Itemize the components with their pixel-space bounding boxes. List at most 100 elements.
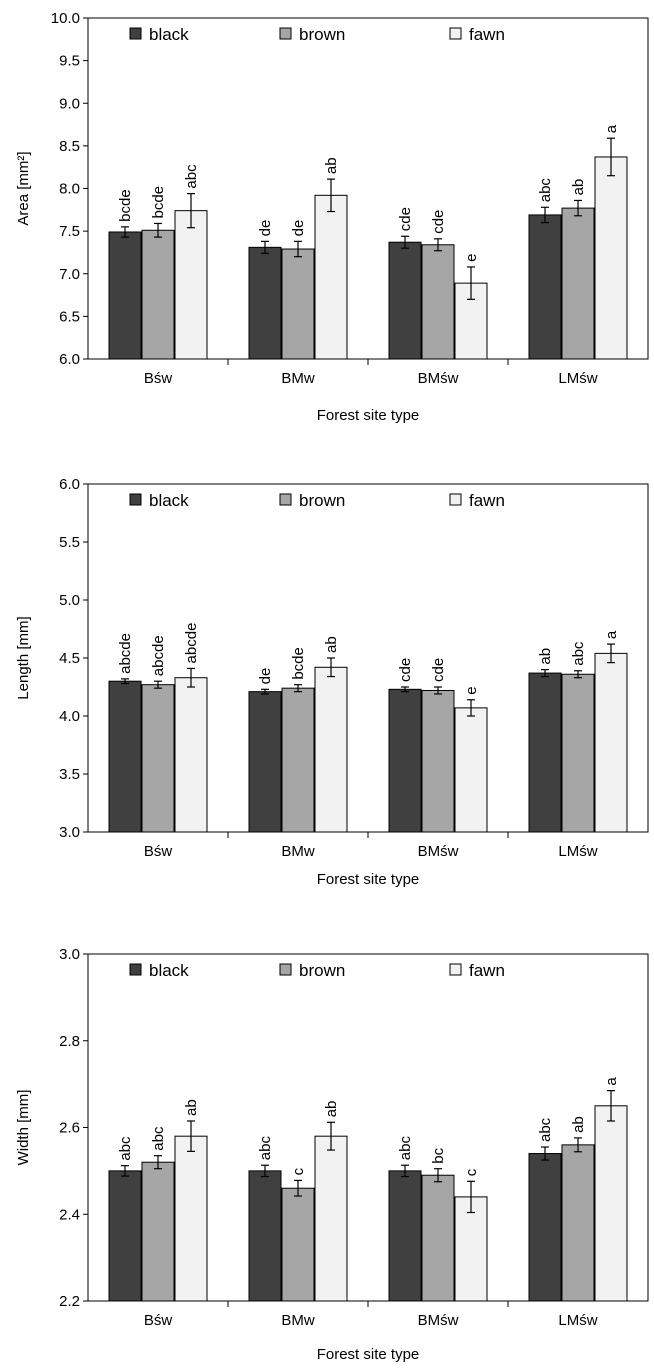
bar-black: [248, 246, 282, 360]
significance-label: abc: [117, 1136, 134, 1161]
legend-swatch-fawn: [449, 27, 462, 40]
bar-black: [528, 1153, 562, 1302]
significance-label: abcde: [150, 635, 167, 676]
legend-label-brown: brown: [299, 961, 345, 980]
bar-fawn: [174, 1135, 208, 1302]
x-tick-label: BMw: [281, 843, 315, 860]
bar-brown: [561, 207, 595, 360]
legend-label-brown: brown: [299, 25, 345, 44]
legend-label-fawn: fawn: [469, 491, 505, 510]
legend-swatch-black: [129, 963, 142, 976]
significance-label: abcde: [183, 623, 200, 664]
bar-fawn: [314, 1135, 348, 1302]
significance-label: abcde: [117, 633, 134, 674]
significance-label: abc: [257, 1136, 274, 1161]
significance-label: abc: [537, 178, 554, 203]
significance-label: abc: [397, 1136, 414, 1161]
chart-panel-1: 6.0 6.5 7.0 7.5 8.0 8.5 9.0 9.5 10.0 Area [mm²] Bś…: [15, 10, 649, 424]
bar-fawn: [594, 1105, 628, 1302]
bar-brown: [561, 1144, 595, 1302]
significance-label: a: [603, 630, 620, 639]
significance-label: e: [463, 254, 480, 262]
legend-label-black: black: [149, 25, 189, 44]
x-tick-label: LMśw: [558, 370, 597, 387]
significance-label: e: [463, 686, 480, 694]
x-tick-label: BMśw: [418, 1312, 459, 1329]
x-tick-label: BMw: [281, 1312, 315, 1329]
y-tick-label: 9.0: [59, 95, 80, 112]
significance-label: cde: [397, 658, 414, 682]
significance-label: ab: [537, 648, 554, 665]
y-tick-label: 8.5: [59, 138, 80, 155]
bar-black: [248, 1170, 282, 1302]
significance-label: de: [257, 668, 274, 685]
bar-fawn: [454, 707, 488, 833]
bar-fawn: [594, 652, 628, 833]
significance-label: a: [603, 1077, 620, 1086]
bar-fawn: [174, 210, 208, 360]
y-tick-label: 5.5: [59, 534, 80, 551]
bar-black: [528, 672, 562, 833]
legend-label-fawn: fawn: [469, 961, 505, 980]
bar-black: [388, 688, 422, 833]
significance-label: ab: [323, 157, 340, 174]
y-tick-label: 2.6: [59, 1120, 80, 1137]
significance-label: ab: [570, 179, 587, 196]
x-tick-label: Bśw: [144, 370, 173, 387]
legend-label-black: black: [149, 961, 189, 980]
significance-label: ab: [323, 636, 340, 653]
significance-label: abc: [537, 1117, 554, 1142]
x-axis-title: Forest site type: [317, 1346, 420, 1363]
bar-fawn: [594, 156, 628, 360]
y-tick-label: 5.0: [59, 592, 80, 609]
significance-label: cde: [430, 658, 447, 682]
x-tick-label: BMśw: [418, 843, 459, 860]
x-tick-label: LMśw: [558, 1312, 597, 1329]
y-tick-label: 4.5: [59, 650, 80, 667]
bar-brown: [421, 689, 455, 833]
bar-brown: [141, 1161, 175, 1302]
y-axis-title: Area [mm²]: [15, 151, 32, 225]
y-tick-label: 3.0: [59, 824, 80, 841]
significance-label: bcde: [117, 189, 134, 222]
y-tick-label: 3.0: [59, 946, 80, 963]
legend-label-brown: brown: [299, 491, 345, 510]
significance-label: ab: [570, 1116, 587, 1133]
y-tick-label: 10.0: [51, 10, 80, 27]
y-axis-title: Width [mm]: [15, 1090, 32, 1166]
y-tick-label: 7.0: [59, 266, 80, 283]
y-tick-label: 4.0: [59, 708, 80, 725]
y-axis-title: Length [mm]: [15, 616, 32, 699]
significance-label: abc: [183, 164, 200, 189]
significance-label: de: [290, 220, 307, 237]
y-tick-label: 2.2: [59, 1293, 80, 1310]
bar-black: [108, 680, 142, 833]
legend-swatch-black: [129, 493, 142, 506]
legend-label-fawn: fawn: [469, 25, 505, 44]
significance-label: bcde: [150, 186, 167, 219]
bar-brown: [421, 244, 455, 360]
x-tick-label: Bśw: [144, 1312, 173, 1329]
significance-label: ab: [323, 1101, 340, 1118]
bar-black: [388, 1170, 422, 1302]
bar-brown: [561, 673, 595, 833]
bar-fawn: [314, 666, 348, 833]
x-axis-title: Forest site type: [317, 407, 420, 424]
y-tick-label: 2.8: [59, 1033, 80, 1050]
legend-swatch-fawn: [449, 493, 462, 506]
legend-label-black: black: [149, 491, 189, 510]
bar-fawn: [314, 194, 348, 360]
legend-swatch-brown: [279, 963, 292, 976]
bar-fawn: [174, 677, 208, 833]
significance-label: a: [603, 124, 620, 133]
y-tick-label: 3.5: [59, 766, 80, 783]
significance-label: bc: [430, 1147, 447, 1163]
significance-label: cde: [397, 207, 414, 231]
significance-label: abc: [570, 641, 587, 666]
x-axis-title: Forest site type: [317, 871, 420, 888]
significance-label: de: [257, 220, 274, 237]
bar-fawn: [454, 1196, 488, 1302]
